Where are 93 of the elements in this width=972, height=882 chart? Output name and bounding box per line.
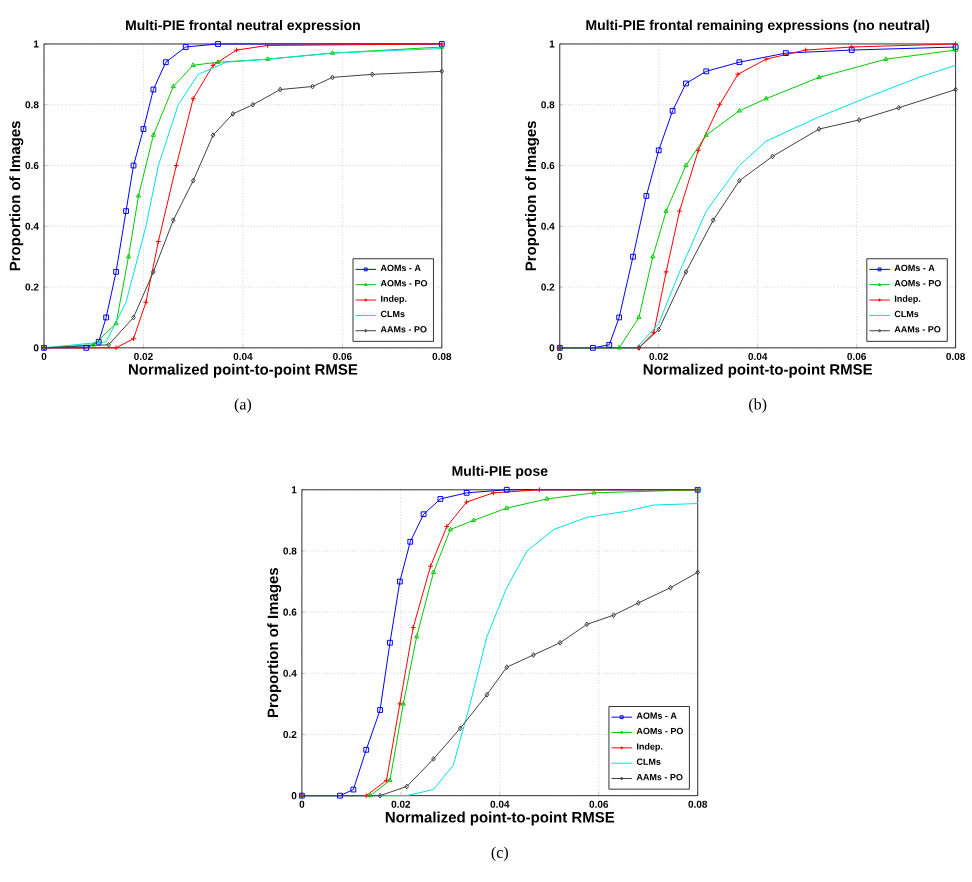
point bbox=[377, 792, 383, 799]
point bbox=[162, 59, 169, 66]
point bbox=[656, 326, 662, 333]
point bbox=[233, 47, 240, 54]
point bbox=[676, 208, 683, 215]
point bbox=[396, 578, 403, 585]
point bbox=[173, 162, 180, 169]
point bbox=[655, 147, 662, 154]
point bbox=[471, 517, 477, 523]
point bbox=[590, 345, 596, 351]
point bbox=[816, 126, 822, 133]
point bbox=[170, 217, 176, 224]
point bbox=[264, 42, 271, 49]
point bbox=[437, 496, 444, 503]
point bbox=[125, 253, 132, 259]
point bbox=[182, 44, 189, 51]
point bbox=[155, 238, 162, 245]
point bbox=[130, 162, 137, 169]
point bbox=[896, 105, 902, 111]
point bbox=[584, 621, 590, 628]
point bbox=[150, 86, 157, 93]
point bbox=[215, 41, 221, 48]
point bbox=[703, 68, 710, 75]
point bbox=[802, 47, 809, 54]
point bbox=[683, 269, 689, 275]
point bbox=[377, 707, 383, 714]
point bbox=[430, 569, 437, 575]
point bbox=[113, 345, 119, 351]
point bbox=[643, 193, 650, 199]
point bbox=[484, 692, 490, 698]
point bbox=[350, 786, 357, 793]
point bbox=[683, 80, 689, 87]
point bbox=[736, 59, 743, 66]
point bbox=[277, 86, 283, 93]
point bbox=[210, 62, 216, 69]
point bbox=[606, 342, 613, 348]
point bbox=[190, 95, 197, 102]
point bbox=[427, 563, 434, 570]
point bbox=[230, 111, 236, 117]
point bbox=[669, 108, 676, 114]
point bbox=[407, 539, 414, 545]
point bbox=[113, 320, 119, 326]
point bbox=[630, 253, 636, 260]
point bbox=[504, 505, 510, 511]
point bbox=[130, 336, 137, 342]
point bbox=[490, 490, 497, 496]
point bbox=[170, 83, 176, 89]
point bbox=[683, 162, 689, 168]
point bbox=[735, 71, 741, 78]
point bbox=[113, 269, 119, 275]
point bbox=[404, 783, 410, 790]
point bbox=[536, 487, 543, 493]
point bbox=[457, 725, 463, 732]
point bbox=[703, 132, 709, 138]
point bbox=[215, 59, 221, 65]
point bbox=[420, 511, 427, 518]
point bbox=[83, 345, 90, 351]
point bbox=[716, 102, 723, 108]
point bbox=[763, 56, 770, 63]
point bbox=[190, 178, 196, 184]
point bbox=[710, 217, 716, 224]
point bbox=[190, 62, 196, 68]
point bbox=[150, 132, 156, 138]
point bbox=[636, 314, 642, 320]
point bbox=[783, 50, 789, 57]
point bbox=[103, 314, 110, 321]
point bbox=[557, 640, 563, 646]
point bbox=[856, 117, 862, 124]
point bbox=[250, 102, 256, 108]
point bbox=[140, 126, 147, 133]
point bbox=[143, 299, 149, 306]
point bbox=[504, 664, 510, 671]
point bbox=[123, 208, 129, 215]
point bbox=[337, 792, 343, 799]
point bbox=[369, 71, 375, 78]
point bbox=[414, 633, 420, 639]
point bbox=[816, 74, 822, 80]
point bbox=[463, 499, 470, 506]
point bbox=[265, 56, 271, 62]
point bbox=[695, 147, 702, 154]
point bbox=[410, 624, 417, 631]
point bbox=[95, 339, 102, 345]
point bbox=[763, 95, 769, 101]
point bbox=[210, 132, 216, 139]
point bbox=[616, 314, 623, 321]
point bbox=[503, 487, 510, 493]
point bbox=[463, 490, 470, 496]
point bbox=[650, 253, 656, 259]
point bbox=[650, 329, 657, 336]
point bbox=[387, 640, 393, 646]
point bbox=[883, 56, 889, 62]
point bbox=[363, 747, 370, 753]
point bbox=[663, 269, 670, 275]
